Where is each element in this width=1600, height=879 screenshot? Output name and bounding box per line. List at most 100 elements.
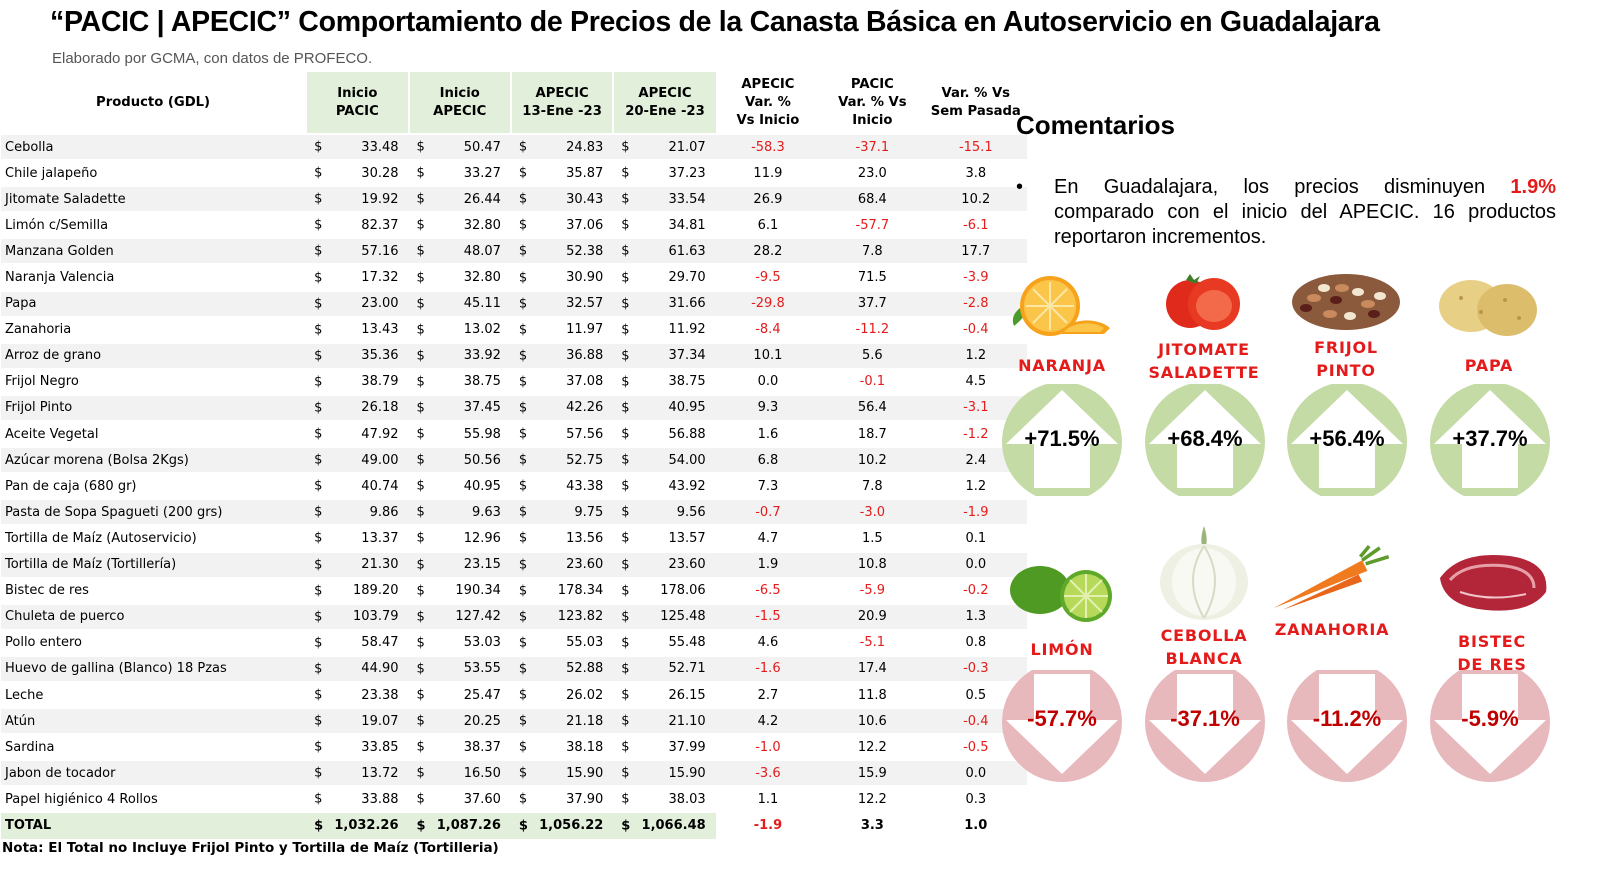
price-value: 43.92: [668, 478, 706, 494]
currency-symbol: $: [518, 270, 528, 286]
price-cell: $32.80: [408, 211, 511, 239]
price-cell: $38.79: [306, 367, 409, 395]
currency-symbol: $: [518, 530, 528, 546]
card-frijol: FRIJOL PINTO: [1284, 258, 1408, 382]
currency-symbol: $: [518, 661, 528, 677]
price-cell: $36.88: [510, 341, 614, 369]
price-cell: $32.80: [408, 263, 511, 291]
card-label-1: FRIJOL: [1314, 338, 1378, 357]
currency-symbol: $: [518, 191, 528, 207]
table-row: Leche $23.38 $25.47 $26.02 $26.15 2.7 11.8 0.5: [1, 680, 1027, 709]
price-value: 19.92: [361, 191, 399, 207]
price-cell: $38.37: [408, 733, 511, 761]
table-row: Frijol Negro $38.79 $38.75 $37.08 $38.75 0.0-…: [1, 367, 1027, 395]
price-cell: $40.95: [613, 393, 716, 422]
price-value: 49.00: [361, 452, 399, 468]
price-cell: $189.20: [306, 576, 409, 604]
currency-symbol: $: [621, 661, 630, 677]
percent-cell: 26.9: [715, 185, 821, 213]
price-cell: $55.98: [408, 420, 511, 448]
price-value: 55.48: [668, 635, 706, 651]
currency-symbol: $: [518, 243, 528, 259]
price-value: 38.03: [668, 791, 706, 807]
currency-symbol: $: [314, 765, 323, 781]
price-cell: $38.18: [510, 733, 614, 761]
percent-cell: 56.4: [820, 393, 925, 422]
price-cell: $9.86: [306, 498, 409, 526]
price-cell: $43.92: [613, 472, 716, 500]
price-value: 32.80: [463, 270, 501, 286]
card-jitomate: JITOMATE SALADETTE: [1142, 264, 1266, 384]
price-cell: $21.18: [510, 707, 614, 735]
card-label: ZANAHORIA: [1274, 620, 1390, 639]
currency-symbol: $: [416, 739, 425, 755]
product-name-cell: Frijol Negro: [1, 367, 307, 395]
price-value: 19.07: [361, 713, 399, 729]
currency-symbol: $: [621, 374, 630, 390]
price-cell: $47.92: [306, 420, 409, 448]
currency-symbol: $: [314, 296, 323, 312]
price-cell: $20.25: [408, 707, 511, 735]
currency-symbol: $: [314, 217, 323, 233]
price-value: 12.96: [463, 530, 501, 546]
currency-symbol: $: [416, 713, 425, 729]
price-cell: $37.08: [510, 367, 614, 395]
price-cell: $123.82: [510, 602, 614, 630]
percent-cell: 10.2: [924, 185, 1027, 213]
price-cell: $11.97: [510, 315, 614, 343]
price-cell: $37.90: [510, 785, 614, 813]
currency-symbol: $: [314, 635, 323, 651]
decrease-badge-zanahoria: -11.2%: [1285, 670, 1409, 782]
percent-cell: 28.2: [715, 237, 821, 265]
price-cell: $32.57: [510, 289, 614, 317]
currency-symbol: $: [314, 713, 323, 729]
price-cell: $21.30: [306, 550, 409, 578]
price-value: 37.08: [566, 374, 604, 390]
currency-symbol: $: [518, 818, 528, 834]
currency-symbol: $: [621, 348, 630, 364]
percent-cell: 71.5: [820, 263, 925, 291]
price-value: 47.92: [361, 426, 399, 442]
table-row: Bistec de res $189.20 $190.34 $178.34 $178.0…: [1, 576, 1027, 604]
price-value: 125.48: [660, 609, 706, 625]
percent-cell: -1.6: [715, 654, 821, 682]
product-name-cell: Cebolla: [1, 132, 307, 161]
table-row: Pasta de Sopa Spagueti (200 grs) $9.86 $9.…: [1, 498, 1027, 526]
comments-title: Comentarios: [1016, 110, 1175, 140]
price-cell: $33.27: [408, 159, 511, 187]
percent-cell: 17.4: [820, 654, 925, 682]
price-value: 11.92: [668, 322, 706, 338]
price-value: 13.02: [463, 322, 501, 338]
lime-icon: [1010, 566, 1112, 622]
percent-cell: 1.9: [715, 550, 821, 578]
price-cell: $56.88: [613, 420, 716, 448]
page-title: “PACIC | APECIC” Comportamiento de Preci…: [50, 6, 1380, 38]
currency-symbol: $: [416, 478, 425, 494]
increase-value: +71.5%: [1024, 426, 1100, 451]
card-label-2: SALADETTE: [1148, 363, 1260, 382]
price-cell: $13.37: [306, 524, 409, 552]
product-name-cell: Atún: [1, 707, 307, 735]
decrease-value: -37.1%: [1170, 706, 1240, 731]
percent-cell: 0.3: [924, 785, 1027, 813]
price-cell: $40.74: [306, 472, 409, 500]
price-value: 56.88: [668, 426, 706, 442]
percent-cell: 1.1: [715, 785, 821, 813]
currency-symbol: $: [518, 322, 528, 338]
price-value: 82.37: [361, 217, 399, 233]
product-name-cell: Jabon de tocador: [1, 759, 307, 787]
table-row: Chuleta de puerco $103.79 $127.42 $123.82 $1…: [1, 602, 1027, 630]
product-name-cell: Huevo de gallina (Blanco) 18 Pzas: [1, 654, 307, 682]
price-value: 30.28: [361, 165, 399, 181]
currency-symbol: $: [416, 818, 426, 834]
currency-symbol: $: [416, 530, 425, 546]
card-zanahoria: ZANAHORIA: [1270, 540, 1394, 641]
price-cell: $13.57: [613, 524, 716, 552]
currency-symbol: $: [621, 583, 630, 599]
product-name-cell: Bistec de res: [1, 576, 307, 604]
price-value: 55.03: [566, 635, 604, 651]
currency-symbol: $: [621, 191, 630, 207]
price-value: 57.16: [361, 243, 399, 259]
table-row: Azúcar morena (Bolsa 2Kgs) $49.00 $50.56 $5…: [1, 446, 1027, 474]
table-row: Limón c/Semilla $82.37 $32.80 $37.06 $34.81 6…: [1, 211, 1027, 239]
